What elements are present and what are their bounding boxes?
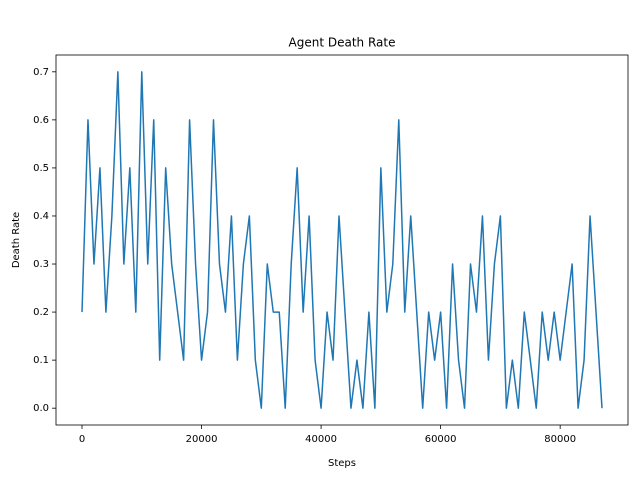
x-tick-label: 0 [79,434,85,445]
chart-title: Agent Death Rate [289,36,396,50]
y-tick-label: 0.3 [33,259,49,270]
y-tick-label: 0.1 [33,355,49,366]
y-tick-label: 0.0 [33,403,49,414]
y-tick-label: 0.4 [33,211,49,222]
axes-frame [55,54,629,426]
y-axis-label: Death Rate [11,212,22,268]
y-tick-label: 0.2 [33,307,49,318]
x-axis-label: Steps [328,458,356,469]
x-tick-label: 40000 [305,434,337,445]
x-tick-label: 80000 [544,434,576,445]
x-tick-label: 60000 [425,434,457,445]
data-line [81,71,603,409]
x-tick-label: 20000 [186,434,218,445]
y-tick-label: 0.7 [33,67,49,78]
y-tick-label: 0.5 [33,163,49,174]
y-tick-label: 0.6 [33,115,49,126]
